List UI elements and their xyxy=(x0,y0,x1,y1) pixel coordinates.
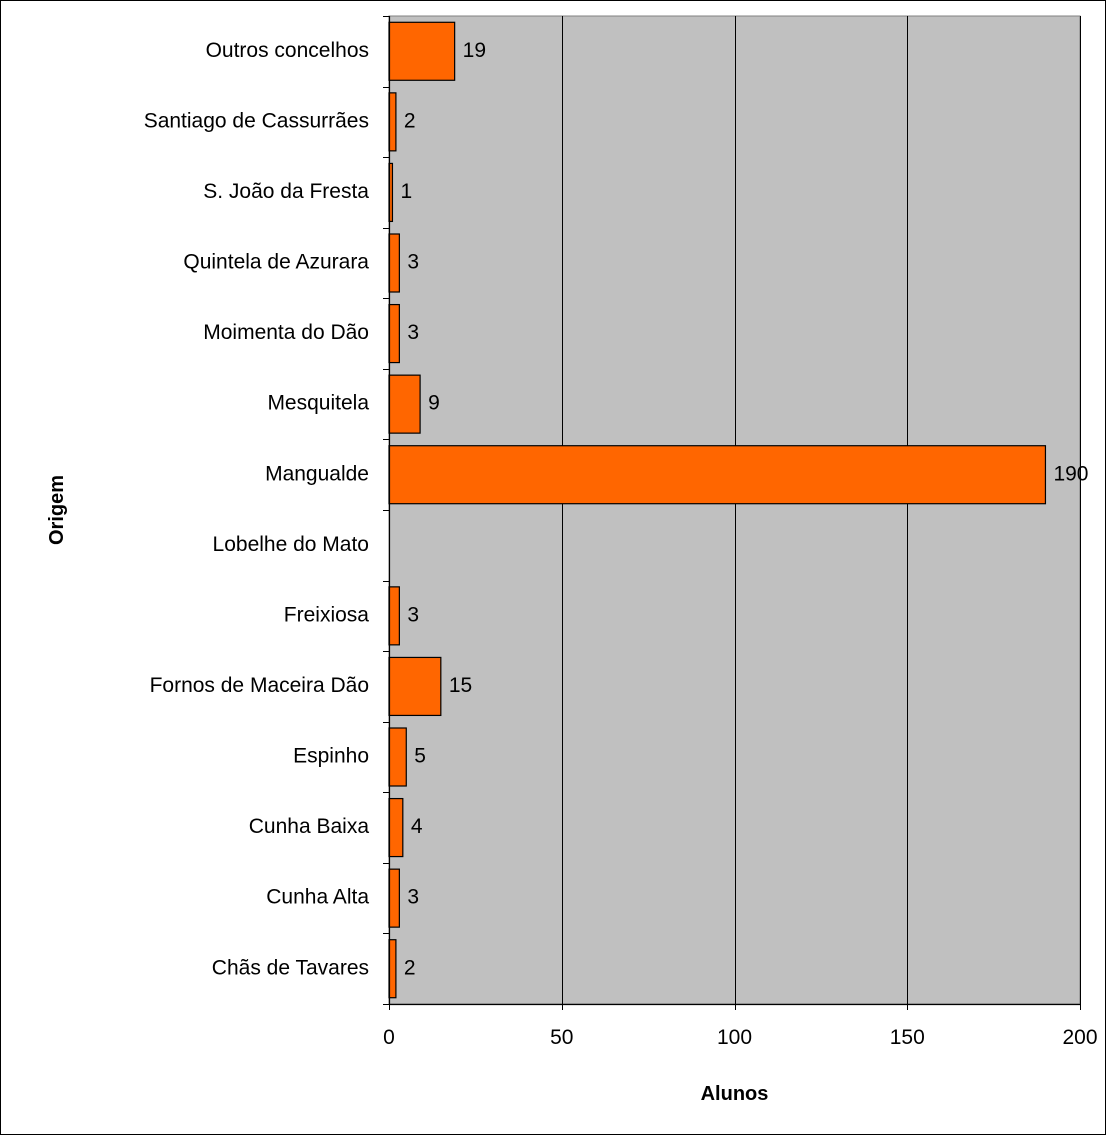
data-label: 15 xyxy=(449,674,472,697)
bar xyxy=(388,727,407,787)
bar xyxy=(388,233,400,293)
data-label: 190 xyxy=(1053,462,1088,485)
bar xyxy=(388,303,400,364)
category-label: Espinho xyxy=(293,745,369,768)
x-tick-label: 150 xyxy=(890,1026,925,1049)
x-tick-label: 200 xyxy=(1062,1026,1097,1049)
category-label: Mesquitela xyxy=(267,392,369,415)
bar xyxy=(388,586,400,646)
axes xyxy=(383,16,1081,1010)
y-axis-title: Origem xyxy=(46,475,68,545)
gridlines xyxy=(562,16,1081,1004)
data-label: 2 xyxy=(404,109,416,132)
data-label: 9 xyxy=(428,392,440,415)
category-label: Fornos de Maceira Dão xyxy=(150,674,369,697)
category-label: Cunha Alta xyxy=(266,886,369,909)
x-tick-label: 100 xyxy=(717,1026,752,1049)
bars xyxy=(388,21,1047,999)
data-label: 3 xyxy=(407,321,419,344)
data-label: 3 xyxy=(407,251,419,274)
category-label: Freixiosa xyxy=(284,603,370,626)
category-label: S. João da Fresta xyxy=(203,180,369,203)
data-label: 4 xyxy=(411,815,423,838)
category-label: Moimenta do Dão xyxy=(203,321,369,344)
category-label: Quintela de Azurara xyxy=(183,251,369,274)
x-axis-title: Alunos xyxy=(701,1083,769,1105)
category-label: Lobelhe do Mato xyxy=(213,533,369,556)
data-label: 5 xyxy=(414,745,426,768)
category-label: Outros concelhos xyxy=(206,39,369,62)
bar xyxy=(388,797,404,858)
data-label: 3 xyxy=(407,603,419,626)
category-label: Santiago de Cassurrães xyxy=(144,109,369,132)
data-label: 1 xyxy=(400,180,412,203)
data-label: 19 xyxy=(463,39,486,62)
bar xyxy=(388,656,442,717)
bar xyxy=(388,445,1047,505)
category-label: Cunha Baixa xyxy=(249,815,370,838)
data-label: 2 xyxy=(404,956,416,979)
data-label: 3 xyxy=(407,886,419,909)
bar xyxy=(388,868,400,928)
x-tick-label: 50 xyxy=(550,1026,573,1049)
plot-area xyxy=(388,15,1081,1005)
x-tick-label: 0 xyxy=(383,1026,395,1049)
bar xyxy=(388,374,421,434)
category-label: Chãs de Tavares xyxy=(212,956,369,979)
category-label: Mangualde xyxy=(265,462,369,485)
bar xyxy=(388,21,456,81)
